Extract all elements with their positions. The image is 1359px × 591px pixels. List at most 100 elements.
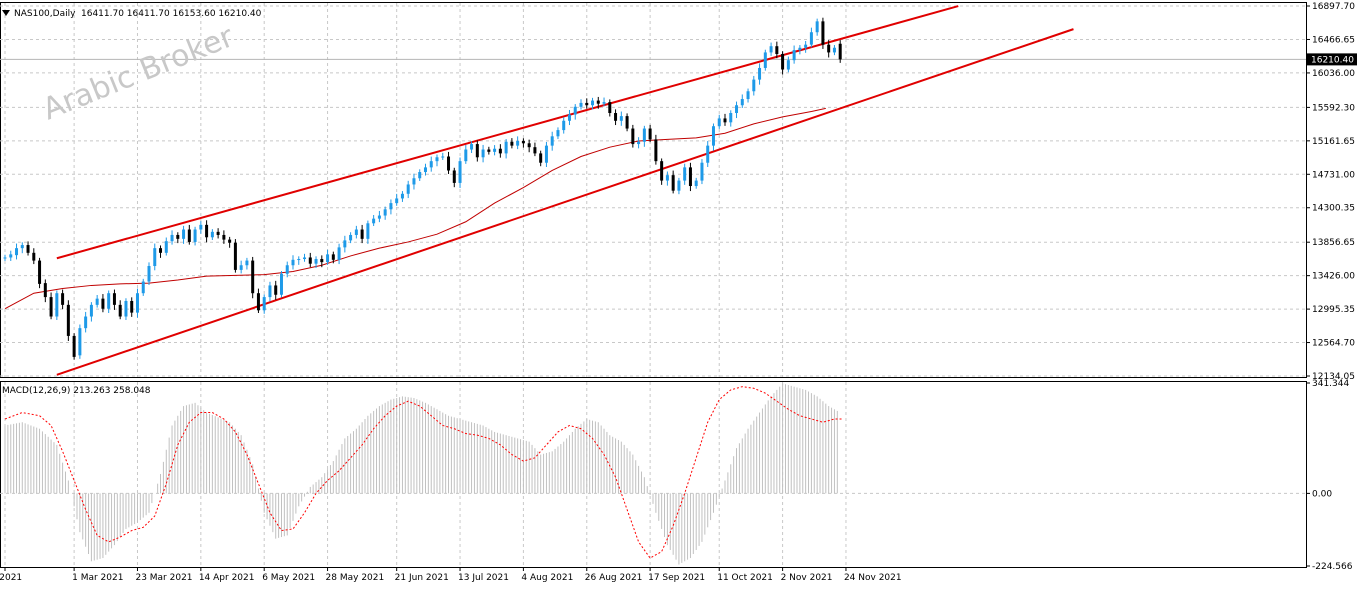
x-tick-label: 24 Nov 2021	[844, 573, 902, 583]
candle-body	[210, 231, 214, 238]
candle-body	[596, 100, 600, 104]
candle-body	[504, 141, 508, 154]
candle-body	[245, 260, 249, 266]
candle-body	[377, 215, 381, 219]
candle-body	[89, 304, 93, 317]
candle-body	[429, 161, 433, 168]
candle-body	[61, 293, 65, 305]
x-tick-label: 6 May 2021	[262, 573, 315, 583]
candle-body	[279, 273, 283, 295]
candle-body	[32, 252, 36, 261]
candle-body	[648, 128, 652, 140]
candle-body	[711, 126, 715, 146]
candle-body	[372, 218, 376, 224]
candle-body	[84, 316, 88, 329]
candle-body	[395, 198, 399, 204]
macd-y-tick-label: -224.566	[1312, 562, 1353, 572]
macd-label: MACD(12,26,9) 213.263 258.048	[2, 386, 151, 396]
candle-body	[539, 153, 543, 163]
candle-body	[809, 32, 813, 45]
candle-body	[752, 79, 756, 92]
x-tick-label: 11 Oct 2021	[717, 573, 773, 583]
candle-body	[781, 53, 785, 70]
candle-body	[838, 43, 842, 60]
price-panel-frame	[0, 2, 1307, 378]
candle-body	[544, 145, 548, 163]
candle-body	[15, 248, 19, 256]
candle-body	[349, 234, 353, 241]
candle-body	[343, 240, 347, 248]
candle-body	[510, 141, 514, 146]
candle-body	[159, 248, 163, 253]
x-tick-label: 21 Jun 2021	[395, 573, 449, 583]
price-y-tick-label: 14731.00	[1312, 170, 1355, 180]
candle-body	[331, 254, 335, 260]
candle-body	[602, 102, 606, 104]
candle-body	[3, 257, 7, 259]
price-y-tick-label: 12995.35	[1312, 305, 1355, 315]
candle-body	[464, 149, 468, 162]
candle-body	[193, 229, 197, 242]
candle-body	[423, 167, 427, 173]
candle-body	[786, 60, 790, 70]
x-tick-label: 26 Aug 2021	[585, 573, 643, 583]
candle-body	[521, 140, 525, 144]
macd-panel[interactable]	[4, 383, 844, 565]
candle-body	[303, 257, 307, 260]
candle-body	[308, 257, 312, 264]
candle-body	[216, 231, 220, 235]
candle-body	[458, 161, 462, 183]
candle-body	[694, 180, 698, 187]
macd-signal-line	[4, 386, 844, 559]
candle-body	[20, 245, 24, 249]
candle-body	[43, 283, 47, 298]
candle-body	[729, 113, 733, 123]
x-tick-label: 4 Aug 2021	[521, 573, 573, 583]
price-y-tick-label: 15592.30	[1312, 103, 1355, 113]
triangle-down-icon[interactable]	[2, 10, 10, 16]
candle-body	[228, 239, 232, 243]
candle-body	[130, 300, 134, 313]
chart-header: NAS100,Daily 16411.70 16411.70 16153.60 …	[2, 9, 262, 19]
candle-body	[447, 156, 451, 171]
candle-body	[665, 175, 669, 181]
symbol-info: NAS100,Daily	[14, 9, 76, 19]
candle-body	[95, 298, 99, 305]
candle-body	[533, 147, 537, 154]
price-y-tick-label: 16036.00	[1312, 69, 1355, 79]
candle-body	[199, 224, 203, 230]
channel-lower-line	[56, 28, 1074, 376]
candle-body	[608, 102, 612, 114]
candle-body	[723, 118, 727, 123]
candle-body	[222, 234, 226, 240]
price-panel[interactable]	[0, 5, 1306, 376]
x-tick-label: 14 Apr 2021	[199, 573, 255, 583]
candle-body	[389, 203, 393, 210]
candle-body	[256, 293, 260, 311]
candle-body	[758, 67, 762, 80]
candle-body	[107, 293, 111, 309]
price-y-tick-label: 16897.70	[1312, 2, 1355, 12]
candle-body	[746, 91, 750, 100]
candle-body	[677, 180, 681, 191]
candle-body	[262, 297, 266, 311]
candle-body	[297, 259, 301, 261]
candle-body	[475, 144, 479, 158]
candle-body	[153, 248, 157, 267]
candle-body	[418, 172, 422, 179]
candle-body	[706, 145, 710, 163]
candle-body	[660, 161, 664, 181]
candle-body	[360, 229, 364, 239]
candle-body	[654, 139, 658, 162]
candle-body	[487, 149, 491, 152]
last-price-label: 16210.40	[1311, 55, 1354, 65]
candle-body	[498, 148, 502, 154]
candle-body	[798, 47, 802, 51]
candle-body	[763, 52, 767, 68]
candle-body	[112, 293, 116, 305]
last-price-tag	[1307, 53, 1357, 66]
candle-body	[314, 259, 318, 264]
candle-body	[735, 105, 739, 114]
x-tick-label: 28 May 2021	[326, 573, 385, 583]
